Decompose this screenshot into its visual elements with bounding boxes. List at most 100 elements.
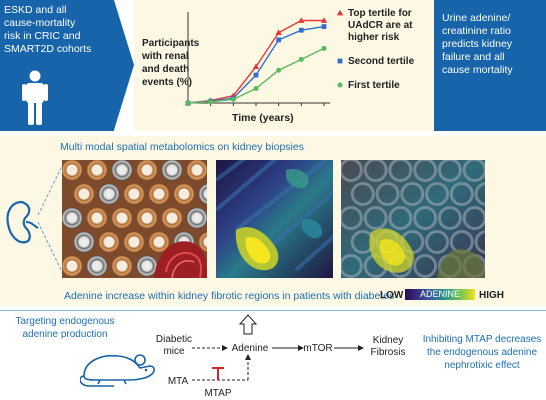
increase-arrow-icon xyxy=(238,314,258,335)
inhibition-conclusion: Inhibiting MTAP decreases the endogenous… xyxy=(422,334,542,371)
adenine-label: Adenine xyxy=(232,343,269,354)
overlay-tubule xyxy=(341,160,363,182)
overlay-tubule xyxy=(437,206,462,230)
tubule xyxy=(123,183,145,205)
y-axis-label-line: with renal xyxy=(141,51,189,62)
tubule xyxy=(98,231,120,253)
overlay-tubule xyxy=(363,206,388,230)
tubule xyxy=(136,207,158,229)
overlay-tubule xyxy=(350,182,375,206)
overlay-tubule xyxy=(462,160,485,182)
overlay-image xyxy=(341,160,485,278)
adenine-heatmap-image xyxy=(216,160,333,278)
overlay-tubule xyxy=(425,182,450,206)
legend-label: First tertile xyxy=(348,80,400,91)
y-axis-label-line: events (%) xyxy=(142,77,192,88)
targeting-text: Targeting endogenous adenine production xyxy=(15,316,115,340)
metabolomics-caption: Adenine increase within kidney fibrotic … xyxy=(64,290,395,302)
tubule xyxy=(73,183,95,205)
tubule xyxy=(73,231,95,253)
section-divider xyxy=(0,310,546,311)
finding-text: Urine adenine/ creatinine ratio predicts… xyxy=(442,12,513,76)
tubule xyxy=(62,255,83,277)
data-point xyxy=(276,67,282,73)
legend-label: Top tertile for xyxy=(348,8,412,19)
legend-label: Second tertile xyxy=(348,56,415,67)
data-point xyxy=(298,17,305,23)
legend-marker xyxy=(337,58,343,64)
overlay-tubule xyxy=(437,160,462,182)
tubule xyxy=(62,160,83,181)
mtor-label: mTOR xyxy=(303,343,332,354)
data-point xyxy=(276,37,282,43)
scale-center-label: ADENINE xyxy=(419,289,460,299)
data-point xyxy=(208,99,214,105)
overlay-tubule xyxy=(474,182,485,206)
x-axis-label: Time (years) xyxy=(232,112,294,124)
cohort-description: ESKD and all cause-mortality risk in CRI… xyxy=(4,4,92,55)
pathway-diagram: Diabetic mice Adenine mTOR Kidney Fibros… xyxy=(156,314,406,399)
finding-panel xyxy=(434,0,546,131)
data-point xyxy=(320,17,328,23)
mta-label: MTA xyxy=(168,376,189,387)
overlay-tubule xyxy=(341,254,363,278)
legend-marker xyxy=(336,9,344,16)
tubule xyxy=(148,183,170,205)
tubule xyxy=(173,183,195,205)
overlay-tubule xyxy=(400,182,425,206)
tubule xyxy=(111,160,133,181)
diabetic-mice-label: mice xyxy=(163,346,185,357)
data-point xyxy=(321,45,327,51)
data-point xyxy=(230,96,236,102)
data-point xyxy=(298,56,304,62)
scale-high-label: HIGH xyxy=(479,290,504,301)
tubule xyxy=(198,231,207,253)
overlay-tubule xyxy=(474,230,485,254)
tubule xyxy=(186,160,207,181)
legend-marker xyxy=(337,82,343,88)
data-point xyxy=(253,85,259,91)
overlay-tubule xyxy=(388,206,413,230)
tubule xyxy=(148,231,170,253)
histology-image xyxy=(62,160,207,278)
tubule xyxy=(161,160,183,181)
data-point xyxy=(253,72,259,78)
cohort-panel xyxy=(0,0,134,131)
data-point xyxy=(321,24,327,29)
mtap-label: MTAP xyxy=(204,388,231,399)
overlay-tubule xyxy=(388,160,413,182)
metabolomics-title: Multi modal spatial metabolomics on kidn… xyxy=(60,141,304,153)
person-icon xyxy=(22,70,48,125)
arrow-head xyxy=(245,354,251,360)
tubule xyxy=(198,183,207,205)
kidney-fibrosis-label: Fibrosis xyxy=(370,347,405,358)
tubule xyxy=(62,207,83,229)
data-point xyxy=(252,63,260,69)
tubule xyxy=(136,160,158,181)
arrow-head xyxy=(222,345,228,351)
tubule xyxy=(136,255,158,277)
arrow-head xyxy=(358,345,364,351)
data-point xyxy=(298,27,304,33)
overlay-tubule xyxy=(425,230,450,254)
arrow-head xyxy=(298,345,304,351)
legend-label: UAdCR are at xyxy=(348,20,413,31)
overlay-tubule xyxy=(375,182,400,206)
tubule xyxy=(111,255,133,277)
zoom-guide-lines xyxy=(38,161,64,277)
legend-label: higher risk xyxy=(348,32,400,43)
tubule xyxy=(111,207,133,229)
overlay-tubule xyxy=(462,206,485,230)
tubule xyxy=(161,207,183,229)
risk-chart: Participants with renal and death events… xyxy=(141,8,415,124)
adenine-color-scale xyxy=(405,289,475,300)
overlay-tubule xyxy=(413,160,438,182)
kidney-fibrosis-label: Kidney xyxy=(373,335,404,346)
series-layer xyxy=(184,17,328,106)
overlay-tubule xyxy=(363,160,388,182)
data-point xyxy=(275,29,282,36)
tubule xyxy=(86,255,108,277)
tubule xyxy=(98,183,120,205)
tubule xyxy=(86,207,108,229)
